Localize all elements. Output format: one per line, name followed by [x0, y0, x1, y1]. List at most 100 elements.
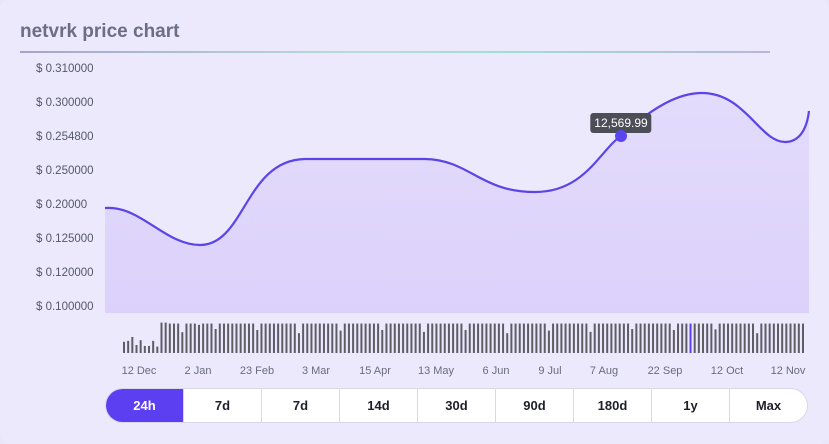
volume-bar: [581, 323, 584, 353]
volume-bar: [277, 323, 280, 353]
volume-bar: [485, 323, 488, 353]
volume-bar: [385, 323, 388, 353]
volume-bar: [481, 323, 484, 353]
range-button-1y[interactable]: 1y: [652, 389, 730, 422]
volume-bar: [135, 345, 138, 353]
volume-bar: [735, 323, 738, 353]
volume-bar: [568, 323, 571, 353]
volume-bar: [210, 323, 213, 353]
volume-bar: [602, 323, 605, 353]
x-tick-label: 3 Mar: [301, 365, 331, 377]
volume-bar: [593, 323, 596, 353]
volume-bar: [139, 340, 142, 353]
volume-bar: [647, 323, 650, 353]
volume-bar: [752, 323, 755, 353]
volume-bar: [327, 323, 330, 353]
volume-bar: [493, 323, 496, 353]
volume-bar: [556, 323, 559, 353]
volume-bar: [768, 323, 771, 353]
range-button-7d[interactable]: 7d: [184, 389, 262, 422]
volume-bar: [552, 323, 555, 353]
volume-bar: [235, 323, 238, 353]
volume-bar: [627, 323, 630, 353]
volume-bar: [356, 323, 359, 353]
range-button-90d[interactable]: 90d: [496, 389, 574, 422]
volume-bar: [214, 329, 217, 353]
volume-bar: [306, 323, 309, 353]
volume-bar: [547, 330, 550, 353]
volume-bar: [614, 323, 617, 353]
volume-bar: [468, 323, 471, 353]
volume-bar: [202, 323, 205, 353]
volume-bar: [722, 323, 725, 353]
x-tick-label: 6 Jun: [482, 365, 510, 377]
volume-bar: [731, 323, 734, 353]
hover-point-marker[interactable]: [615, 130, 627, 142]
volume-bar: [268, 323, 271, 353]
range-button-180d[interactable]: 180d: [574, 389, 652, 422]
volume-bar: [310, 323, 313, 353]
volume-bar: [743, 323, 746, 353]
y-tick-label: $ 0.250000: [36, 165, 94, 177]
volume-bar: [631, 329, 634, 353]
volume-bar: [331, 323, 334, 353]
volume-bar: [293, 323, 296, 353]
volume-bar: [127, 340, 130, 353]
volume-bar: [152, 340, 155, 353]
volume-bar: [252, 323, 255, 353]
volume-bar: [477, 323, 480, 353]
volume-bar: [439, 323, 442, 353]
x-tick-label: 23 Feb: [239, 365, 275, 377]
volume-bar: [539, 323, 542, 353]
range-button-30d[interactable]: 30d: [418, 389, 496, 422]
volume-bar: [143, 345, 146, 353]
volume-bar: [131, 337, 134, 353]
volume-bar: [414, 323, 417, 353]
volume-bar: [372, 323, 375, 353]
y-tick-label: $ 0.310000: [36, 63, 94, 75]
volume-bar: [222, 323, 225, 353]
volume-bar: [502, 323, 505, 353]
volume-bar: [360, 323, 363, 353]
time-range-selector: 24h 7d 7d 14d 30d 90d 180d 1y Max: [105, 388, 808, 423]
volume-bar: [464, 329, 467, 353]
x-tick-label: 12 Dec: [121, 365, 157, 377]
volume-bar: [189, 323, 192, 353]
volume-bar: [489, 323, 492, 353]
range-button-max[interactable]: Max: [755, 398, 782, 413]
y-tick-label: $ 0.300000: [36, 97, 94, 109]
volume-bar: [418, 323, 421, 353]
volume-bar: [297, 333, 300, 353]
volume-bar: [364, 323, 367, 353]
volume-bar: [397, 323, 400, 353]
volume-bar: [377, 323, 380, 353]
volume-bar: [718, 323, 721, 353]
volume-bar: [343, 323, 346, 353]
volume-bar: [560, 323, 563, 353]
x-tick-label: 12 Nov: [770, 365, 806, 377]
volume-bar: [393, 323, 396, 353]
range-button-7d[interactable]: 7d: [262, 389, 340, 422]
range-button-14d[interactable]: 14d: [340, 389, 418, 422]
volume-bar: [693, 323, 696, 353]
volume-bar: [368, 323, 371, 353]
volume-bar: [710, 323, 713, 353]
volume-bar: [339, 330, 342, 353]
chart-title: netvrk price chart: [20, 21, 180, 42]
volume-bar: [572, 323, 575, 353]
volume-bar: [527, 323, 530, 353]
volume-bar: [714, 329, 717, 353]
volume-bar: [285, 323, 288, 353]
range-button-24h[interactable]: 24h: [106, 389, 184, 422]
volume-bar: [789, 323, 792, 353]
volume-bar: [543, 323, 546, 353]
volume-bar: [260, 323, 263, 353]
volume-bar: [689, 323, 692, 353]
volume-bar: [227, 323, 230, 353]
volume-bar: [531, 323, 534, 353]
volume-bar: [302, 323, 305, 353]
volume-bar: [247, 323, 250, 353]
volume-bar: [281, 323, 284, 353]
